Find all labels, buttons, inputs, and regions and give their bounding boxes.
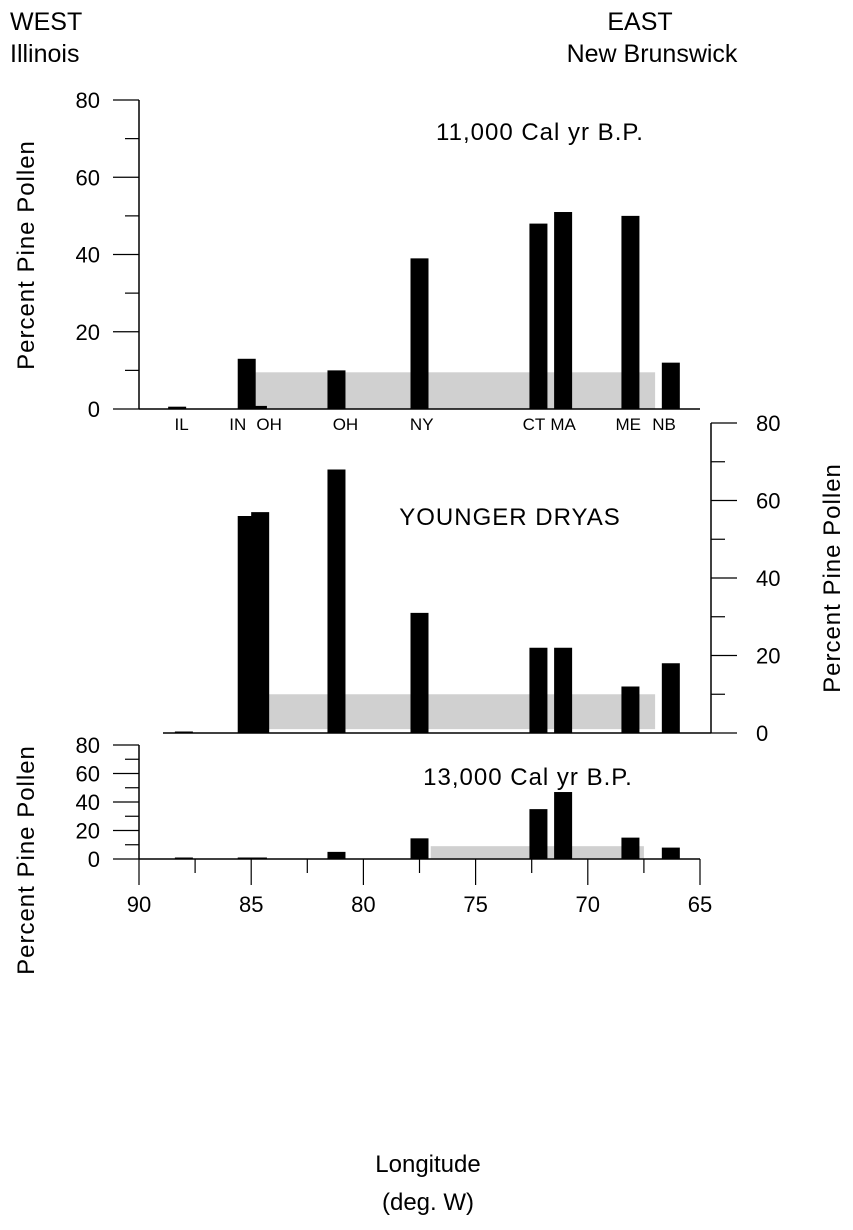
y-tick-label: 40: [76, 243, 100, 268]
y-tick-label: 20: [756, 644, 780, 669]
east-place-label: New Brunswick: [567, 40, 738, 68]
y-tick-label: 80: [756, 411, 780, 436]
x-axis-label-line2: (deg. W): [382, 1189, 474, 1216]
x-tick-label: 85: [239, 892, 263, 917]
site-label: NY: [410, 415, 434, 434]
panel-title: 11,000 Cal yr B.P.: [436, 119, 644, 146]
bar-5: [529, 648, 547, 733]
east-direction-label: EAST: [607, 8, 672, 36]
bar-4: [411, 613, 429, 733]
site-label: CT: [523, 415, 546, 434]
y-tick-label: 40: [756, 566, 780, 591]
reference-band: [256, 372, 655, 409]
site-label: IL: [175, 415, 189, 434]
x-tick-label: 65: [688, 892, 712, 917]
bar-5: [529, 224, 547, 409]
bar-4: [411, 258, 429, 409]
header: WEST Illinois EAST New Brunswick: [10, 8, 738, 68]
x-axis-title: Longitude (deg. W): [375, 1151, 480, 1216]
y-tick-label: 80: [76, 733, 100, 758]
y-tick-label: 60: [76, 762, 100, 787]
x-axis-label-line1: Longitude: [375, 1151, 480, 1178]
y-axis-label: Percent Pine Pollen: [13, 745, 40, 975]
reference-band: [260, 694, 655, 729]
bar-8: [662, 848, 680, 859]
y-axis-label: Percent Pine Pollen: [819, 463, 846, 693]
site-label: ME: [615, 415, 641, 434]
x-tick-label: 75: [463, 892, 487, 917]
bar-2: [251, 512, 269, 733]
bar-7: [621, 687, 639, 734]
y-tick-label: 60: [76, 165, 100, 190]
bar-4: [411, 838, 429, 859]
y-tick-label: 60: [756, 489, 780, 514]
site-label: IN: [229, 415, 246, 434]
panel-title: YOUNGER DRYAS: [399, 504, 621, 531]
bar-7: [621, 838, 639, 859]
bar-6: [554, 792, 572, 859]
panel-title: 13,000 Cal yr B.P.: [423, 764, 633, 791]
x-tick-label: 90: [127, 892, 151, 917]
bar-3: [327, 370, 345, 409]
west-place-label: Illinois: [10, 40, 79, 68]
x-tick-label: 70: [576, 892, 600, 917]
y-tick-label: 0: [756, 721, 768, 746]
site-label: OH: [333, 415, 359, 434]
panel-11000-cal-yr: 0 20 40 60 80 Percent Pine Pollen 11,000 Cal y…: [13, 88, 700, 434]
west-direction-label: WEST: [10, 8, 82, 36]
y-tick-label: 0: [88, 397, 100, 422]
bar-3: [327, 852, 345, 859]
bar-8: [662, 663, 680, 733]
y-tick-label: 80: [76, 88, 100, 113]
bar-6: [554, 212, 572, 409]
site-label: OH: [256, 415, 282, 434]
bar-7: [621, 216, 639, 409]
bar-5: [529, 809, 547, 859]
x-tick-label: 80: [351, 892, 375, 917]
y-tick-label: 20: [76, 819, 100, 844]
panel-13000-cal-yr: 0 20 40 60 80 Percent Pine Pollen 13,000 Cal y…: [13, 733, 712, 975]
site-label: MA: [550, 415, 576, 434]
y-axis-label: Percent Pine Pollen: [13, 140, 40, 370]
bar-6: [554, 648, 572, 733]
y-tick-label: 20: [76, 320, 100, 345]
bar-3: [327, 470, 345, 734]
bar-8: [662, 363, 680, 409]
y-tick-label: 40: [76, 790, 100, 815]
panel-younger-dryas: 0 20 40 60 80 Percent Pine Pollen YOUNGER DRYA…: [163, 411, 846, 746]
bar-1: [238, 359, 256, 409]
y-tick-label: 0: [88, 847, 100, 872]
site-label: NB: [652, 415, 676, 434]
